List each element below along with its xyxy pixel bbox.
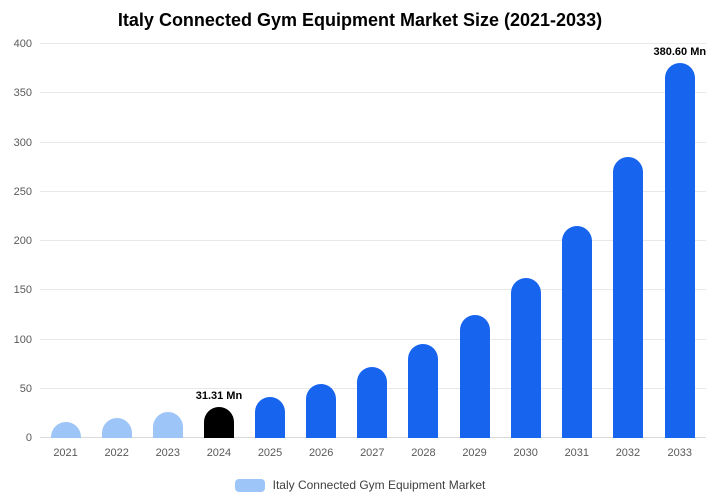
bar-column: 2029 [449, 44, 500, 459]
plot-area: 0 50 100 150 200 250 300 350 400 2021 2022 2023 31.3… [14, 38, 707, 459]
y-axis-tick-label: 100 [13, 333, 32, 346]
bar-value-label: 380.60 Mn [653, 46, 707, 59]
bar-2030[interactable] [510, 277, 541, 438]
gridline [40, 43, 706, 44]
chart-title: Italy Connected Gym Equipment Market Siz… [117, 10, 603, 30]
bar-value-label: 31.31 Mn [195, 390, 243, 403]
gridline [40, 338, 706, 340]
bar-column: 2030 [500, 44, 551, 459]
bars-row: 2021 2022 2023 31.31 Mn 2024 2025 2026 2027 2028… [40, 44, 707, 459]
x-axis-tick-label: 2029 [462, 447, 487, 459]
y-axis-tick-label: 200 [13, 235, 32, 247]
gridline [40, 240, 706, 241]
bar-column: 31.31 Mn 2024 [193, 44, 244, 459]
bar-2022[interactable] [101, 417, 132, 438]
bar-column: 2021 [40, 44, 91, 459]
bar-column: 2026 [296, 44, 347, 459]
bar-column: 2028 [398, 44, 449, 459]
x-axis-tick-label: 2028 [411, 447, 436, 459]
bar-column: 2031 [551, 44, 602, 459]
y-axis-tick-label: 250 [13, 185, 32, 198]
bar-2026[interactable] [306, 384, 337, 438]
legend-swatch [234, 478, 265, 492]
gridline [40, 141, 706, 143]
bar-2028[interactable] [408, 344, 439, 438]
bar-2025[interactable] [255, 397, 286, 438]
bar-2023[interactable] [152, 412, 183, 438]
bar-column: 2032 [602, 44, 653, 459]
bar-column: 2022 [91, 44, 142, 459]
y-axis-tick-label: 400 [13, 38, 32, 50]
x-axis-tick-label: 2033 [667, 447, 693, 459]
x-axis-tick-label: 2025 [257, 447, 283, 459]
bar-2024[interactable] [203, 407, 234, 438]
x-axis-tick-label: 2031 [564, 447, 590, 459]
bar-2031[interactable] [561, 226, 592, 438]
bar-2033[interactable] [664, 63, 695, 438]
x-axis-tick-label: 2030 [513, 447, 538, 459]
bar-column: 2023 [142, 44, 193, 459]
bar-2027[interactable] [357, 367, 388, 438]
y-axis-tick-label: 50 [19, 382, 32, 395]
x-axis-tick-label: 2026 [308, 447, 334, 459]
gridline [40, 289, 706, 291]
y-axis-tick-label: 350 [13, 87, 32, 100]
bar-2029[interactable] [459, 314, 490, 438]
x-axis-tick-label: 2023 [155, 447, 181, 459]
y-axis-tick-label: 0 [25, 432, 32, 444]
bar-column: 2027 [347, 44, 398, 459]
bar-column: 380.60 Mn 2033 [653, 44, 707, 459]
bar-2032[interactable] [612, 157, 643, 438]
y-axis-tick-label: 300 [13, 136, 32, 149]
gridline [40, 92, 706, 94]
gridline [40, 190, 706, 192]
x-axis-tick-label: 2022 [104, 447, 129, 459]
legend-label: Italy Connected Gym Equipment Market [272, 478, 486, 492]
x-axis-tick-label: 2024 [206, 447, 232, 459]
x-axis-tick-label: 2027 [360, 447, 385, 459]
x-axis-tick-label: 2021 [53, 447, 78, 459]
x-axis-tick-label: 2032 [615, 447, 641, 459]
y-axis-tick-label: 150 [13, 284, 32, 297]
bar-2021[interactable] [50, 422, 81, 438]
bar-column: 2025 [245, 44, 296, 459]
legend-item[interactable]: Italy Connected Gym Equipment Market [0, 478, 720, 492]
